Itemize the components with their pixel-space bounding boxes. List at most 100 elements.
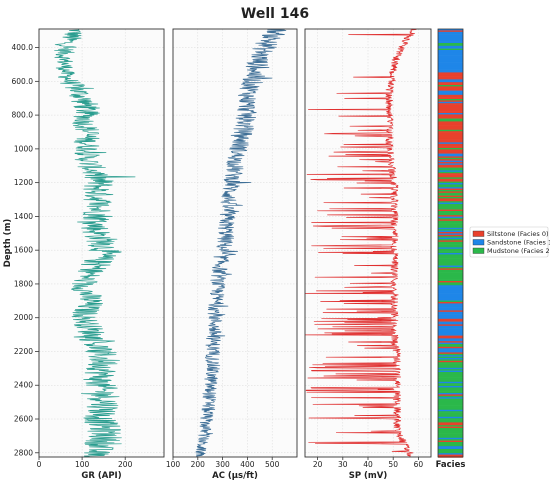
facies-band [438,436,463,439]
facies-band [438,425,463,427]
facies-band [438,54,463,56]
facies-band [438,247,463,250]
facies-band [438,269,463,272]
facies-band [438,178,463,181]
facies-band [438,286,463,289]
facies-band [438,309,463,311]
y-tick-label: 800.0 [12,111,34,120]
facies-band [438,450,463,453]
facies-band [438,372,463,374]
facies-band [438,433,463,436]
facies-band [438,325,463,328]
facies-band [438,197,463,199]
track-gr: 0 100 200 GR (API) [37,28,165,481]
track-background [173,29,297,457]
facies-band [438,373,463,376]
facies-band [438,237,463,240]
facies-band [438,261,463,264]
facies-band [438,339,463,342]
facies-band [438,323,463,325]
facies-band [438,299,463,301]
facies-band [438,201,463,203]
facies-band [438,192,463,195]
facies-band [438,124,463,126]
facies-band [438,121,463,124]
facies-band [438,162,463,164]
facies-band [438,71,463,73]
facies-band [438,388,463,391]
facies-band [438,320,463,322]
facies-band [438,248,463,251]
facies-band [438,155,463,157]
facies-band [438,94,463,97]
facies-band [438,407,463,409]
facies-band [438,360,463,363]
x-tick-label: 100 [75,460,90,469]
facies-band [438,38,463,41]
facies-band [438,262,463,265]
facies-band [438,267,463,269]
facies-band [438,150,463,153]
x-tick-label: 0 [37,460,42,469]
facies-band [438,55,463,58]
facies-band [438,338,463,341]
facies-band [438,31,463,34]
facies-band [438,68,463,70]
facies-band [438,264,463,266]
facies-band [438,451,463,454]
x-axis-label: SP (mV) [349,471,388,481]
legend-swatch [472,239,485,246]
facies-band [438,411,463,413]
facies-band [438,125,463,128]
legend-box [469,226,549,258]
facies-band [438,227,463,230]
facies-band [438,128,463,131]
facies-band [438,180,463,182]
facies-band [438,219,463,222]
facies-band [438,230,463,233]
facies-band [438,223,463,226]
facies-band [438,422,463,425]
facies-band [438,211,463,213]
facies-band [438,405,463,408]
facies-band [438,444,463,447]
facies-band [438,356,463,359]
facies-band [438,187,463,189]
y-tick-label: 1000 [14,144,33,153]
facies-band [438,117,463,119]
facies-band [438,194,463,196]
facies-band [438,233,463,236]
facies-band [438,234,463,237]
facies-band [438,346,463,349]
facies-band [438,80,463,83]
facies-band [438,225,463,227]
facies-frame [437,28,464,458]
facies-band [438,330,463,332]
facies-band [438,138,463,140]
facies-band [438,318,463,321]
facies-band [438,100,463,103]
facies-band [438,216,463,219]
facies-band [438,61,463,63]
facies-band [438,127,463,129]
facies-band [438,129,463,132]
facies-band [438,426,463,429]
facies-band [438,99,463,101]
facies-band [438,334,463,336]
facies-band [438,255,463,258]
y-tick-label: 400.0 [12,43,34,52]
x-axis-label: AC (μs/ft) [212,471,258,481]
facies-band [438,205,463,208]
facies-band [438,195,463,198]
facies-band [438,416,463,419]
facies-band [438,365,463,367]
facies-band [438,229,463,231]
facies-band [438,278,463,280]
facies-band [438,107,463,110]
facies-band [438,160,463,163]
facies-band [438,401,463,404]
facies-band [438,57,463,59]
curve-sp [304,28,417,458]
facies-band [438,132,463,135]
facies-band [438,157,463,160]
